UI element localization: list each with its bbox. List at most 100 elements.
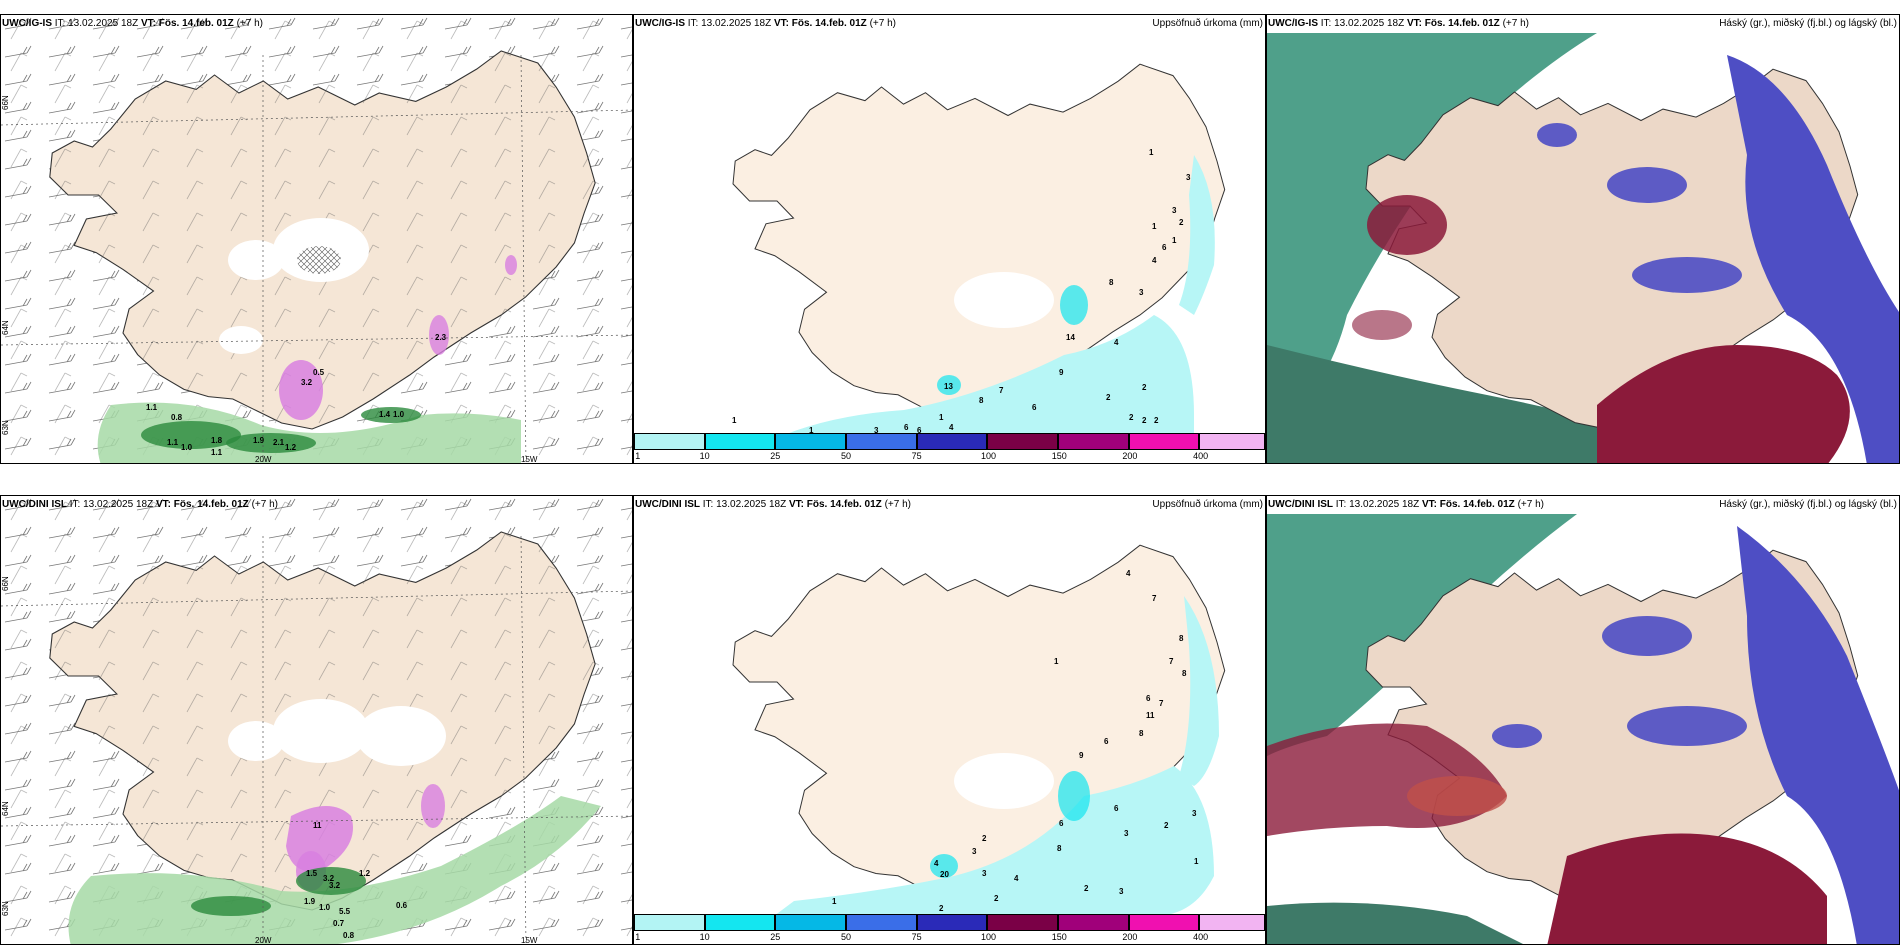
- high-cloud-area: [1267, 33, 1597, 435]
- precip-value: 8: [979, 396, 984, 405]
- precip-value: 0.8: [171, 413, 183, 422]
- precip-value: 2: [1142, 383, 1147, 392]
- colorbar-swatch: [987, 433, 1059, 450]
- precip-value: 3: [1172, 206, 1177, 215]
- glacier-myrdalsjokull: [219, 326, 263, 354]
- it-label: IT:: [1320, 18, 1332, 29]
- panel-header: UWC/DINI ISL IT: 13.02.2025 18Z VT: Fös.…: [1268, 499, 1544, 511]
- colorbar-swatch: [1199, 433, 1265, 450]
- colorbar-tick: 400: [1193, 451, 1209, 461]
- precip-dark-green-area: [191, 896, 271, 916]
- high-cloud-area: [1267, 345, 1647, 463]
- map-panel-bottom-left: UWC/DINI ISL IT: 13.02.2025 18Z VT: Fös.…: [0, 495, 633, 945]
- high-cloud-area: [1267, 902, 1523, 944]
- panel-header: UWC/DINI ISL IT: 13.02.2025 18Z VT: Fös.…: [635, 499, 911, 511]
- rain-area: [774, 766, 1214, 916]
- colorbar-swatch: [846, 433, 917, 450]
- map-panel-top-left: UWC/IG-IS IT: 13.02.2025 18Z VT: Fös. 14…: [0, 14, 633, 464]
- wind-precip-map: 1.1 0.8 1.1 1.0 1.8 1.1 1.9 2.1 3.2 1.2 …: [1, 15, 632, 463]
- low-cloud-area: [1537, 123, 1577, 147]
- precip-value: 3.2: [329, 881, 341, 890]
- panel-title: Uppsöfnuð úrkoma (mm): [1152, 18, 1263, 29]
- vt-label: VT:: [788, 499, 804, 510]
- precip-value: 4: [949, 423, 954, 432]
- precip-dark-green-area: [226, 433, 316, 453]
- precip-value: 7: [1152, 594, 1157, 603]
- precip-value: 7: [1169, 657, 1174, 666]
- colorbar-tick: 400: [1193, 932, 1209, 942]
- precip-value: 2: [939, 904, 944, 913]
- it-label: IT:: [69, 499, 81, 510]
- low-cloud-area: [1737, 526, 1899, 944]
- lon-label: 20W: [255, 455, 272, 464]
- precip-value: 1.0: [181, 443, 193, 452]
- precip-value: 4: [1014, 874, 1019, 883]
- precip-value: 3: [1119, 887, 1124, 896]
- precip-value: 3: [1139, 288, 1144, 297]
- precip-value: 8: [1182, 669, 1187, 678]
- it-label: IT:: [1335, 499, 1347, 510]
- precip-value: 3: [982, 869, 987, 878]
- vt-label: VT:: [1406, 18, 1422, 29]
- colorbar-tick: 150: [1051, 932, 1067, 942]
- rain-area-heavy: [930, 854, 958, 878]
- precip-purple-area: [279, 360, 323, 420]
- precip-value: 1: [732, 416, 737, 425]
- glacier-vatnajokull: [954, 753, 1054, 809]
- rain-area-heavy: [937, 375, 961, 395]
- it-value: 13.02.2025 18Z: [1349, 499, 1420, 510]
- colorbar-swatch: [1128, 433, 1200, 450]
- model-name: UWC/DINI ISL: [2, 499, 67, 510]
- map-panel-top-right: UWC/IG-IS IT: 13.02.2025 18Z VT: Fös. 14…: [1266, 14, 1900, 464]
- precip-map: 4 7 8 7 8 1 6 7 11 8 6 9 6 3 2 3 1 6 2 8…: [732, 544, 1226, 916]
- lat-label: 64N: [1, 801, 10, 816]
- low-cloud-area: [1727, 55, 1899, 463]
- precip-dark-green-area: [141, 421, 241, 449]
- colorbar-swatch: [916, 914, 988, 931]
- precip-value: 8: [1139, 729, 1144, 738]
- colorbar-swatch: [634, 433, 705, 450]
- panel-title: Háský (gr.), miðský (fj.bl.) og lágský (…: [1719, 18, 1897, 29]
- rain-area: [1179, 596, 1219, 786]
- colorbar-swatch: [775, 914, 847, 931]
- colorbar-swatch: [704, 433, 776, 450]
- precip-dark-green-area: [361, 407, 421, 423]
- precip-value: 2: [1154, 416, 1159, 425]
- colorbar-swatch: [704, 914, 776, 931]
- precip-value: 2: [1164, 821, 1169, 830]
- model-name: UWC/DINI ISL: [1268, 499, 1333, 510]
- mid-cloud-area: [1407, 776, 1507, 816]
- colorbar-tick: 1: [635, 932, 641, 942]
- precip-value: 6: [1114, 804, 1119, 813]
- panel-header: UWC/DINI ISL IT: 13.02.2025 18Z VT: Fös.…: [2, 499, 302, 511]
- precip-value: 3.2: [323, 874, 335, 883]
- precip-value: 1: [1152, 222, 1157, 231]
- precip-value: 3: [874, 426, 879, 435]
- colorbar-tick: 200: [1122, 451, 1138, 461]
- precip-value: 1: [832, 897, 837, 906]
- it-label: IT:: [702, 499, 714, 510]
- cloud-map: [1267, 514, 1899, 944]
- precip-value: 1: [1194, 857, 1199, 866]
- it-value: 13.02.2025 18Z: [1334, 18, 1405, 29]
- lead-time: (+7: [251, 499, 267, 510]
- precip-value: 4: [1152, 256, 1157, 265]
- precip-value: 1.5: [306, 869, 318, 878]
- precip-value: 11: [313, 821, 322, 830]
- colorbar-swatch: [916, 433, 988, 450]
- precip-value: 1: [1149, 148, 1154, 157]
- panel-header: UWC/IG-IS IT: 13.02.2025 18Z VT: Fös. 14…: [635, 18, 896, 30]
- precip-value: 1: [939, 413, 944, 422]
- panel-title: Uppsöfnuð úrkoma (mm): [1152, 499, 1263, 510]
- rain-area-heavy: [1060, 285, 1088, 325]
- precip-value: 1: [1172, 236, 1177, 245]
- precip-value: 3: [1192, 809, 1197, 818]
- precip-value: 2: [1179, 218, 1184, 227]
- mid-cloud-area: [1352, 310, 1412, 340]
- colorbar-swatch: [1058, 914, 1129, 931]
- precip-value: 9: [1059, 368, 1064, 377]
- colorbar-swatch: [1199, 914, 1265, 931]
- it-value: 13.02.2025 18Z: [68, 18, 139, 29]
- mid-cloud-area: [1597, 345, 1850, 463]
- precip-dark-green-area: [296, 867, 366, 895]
